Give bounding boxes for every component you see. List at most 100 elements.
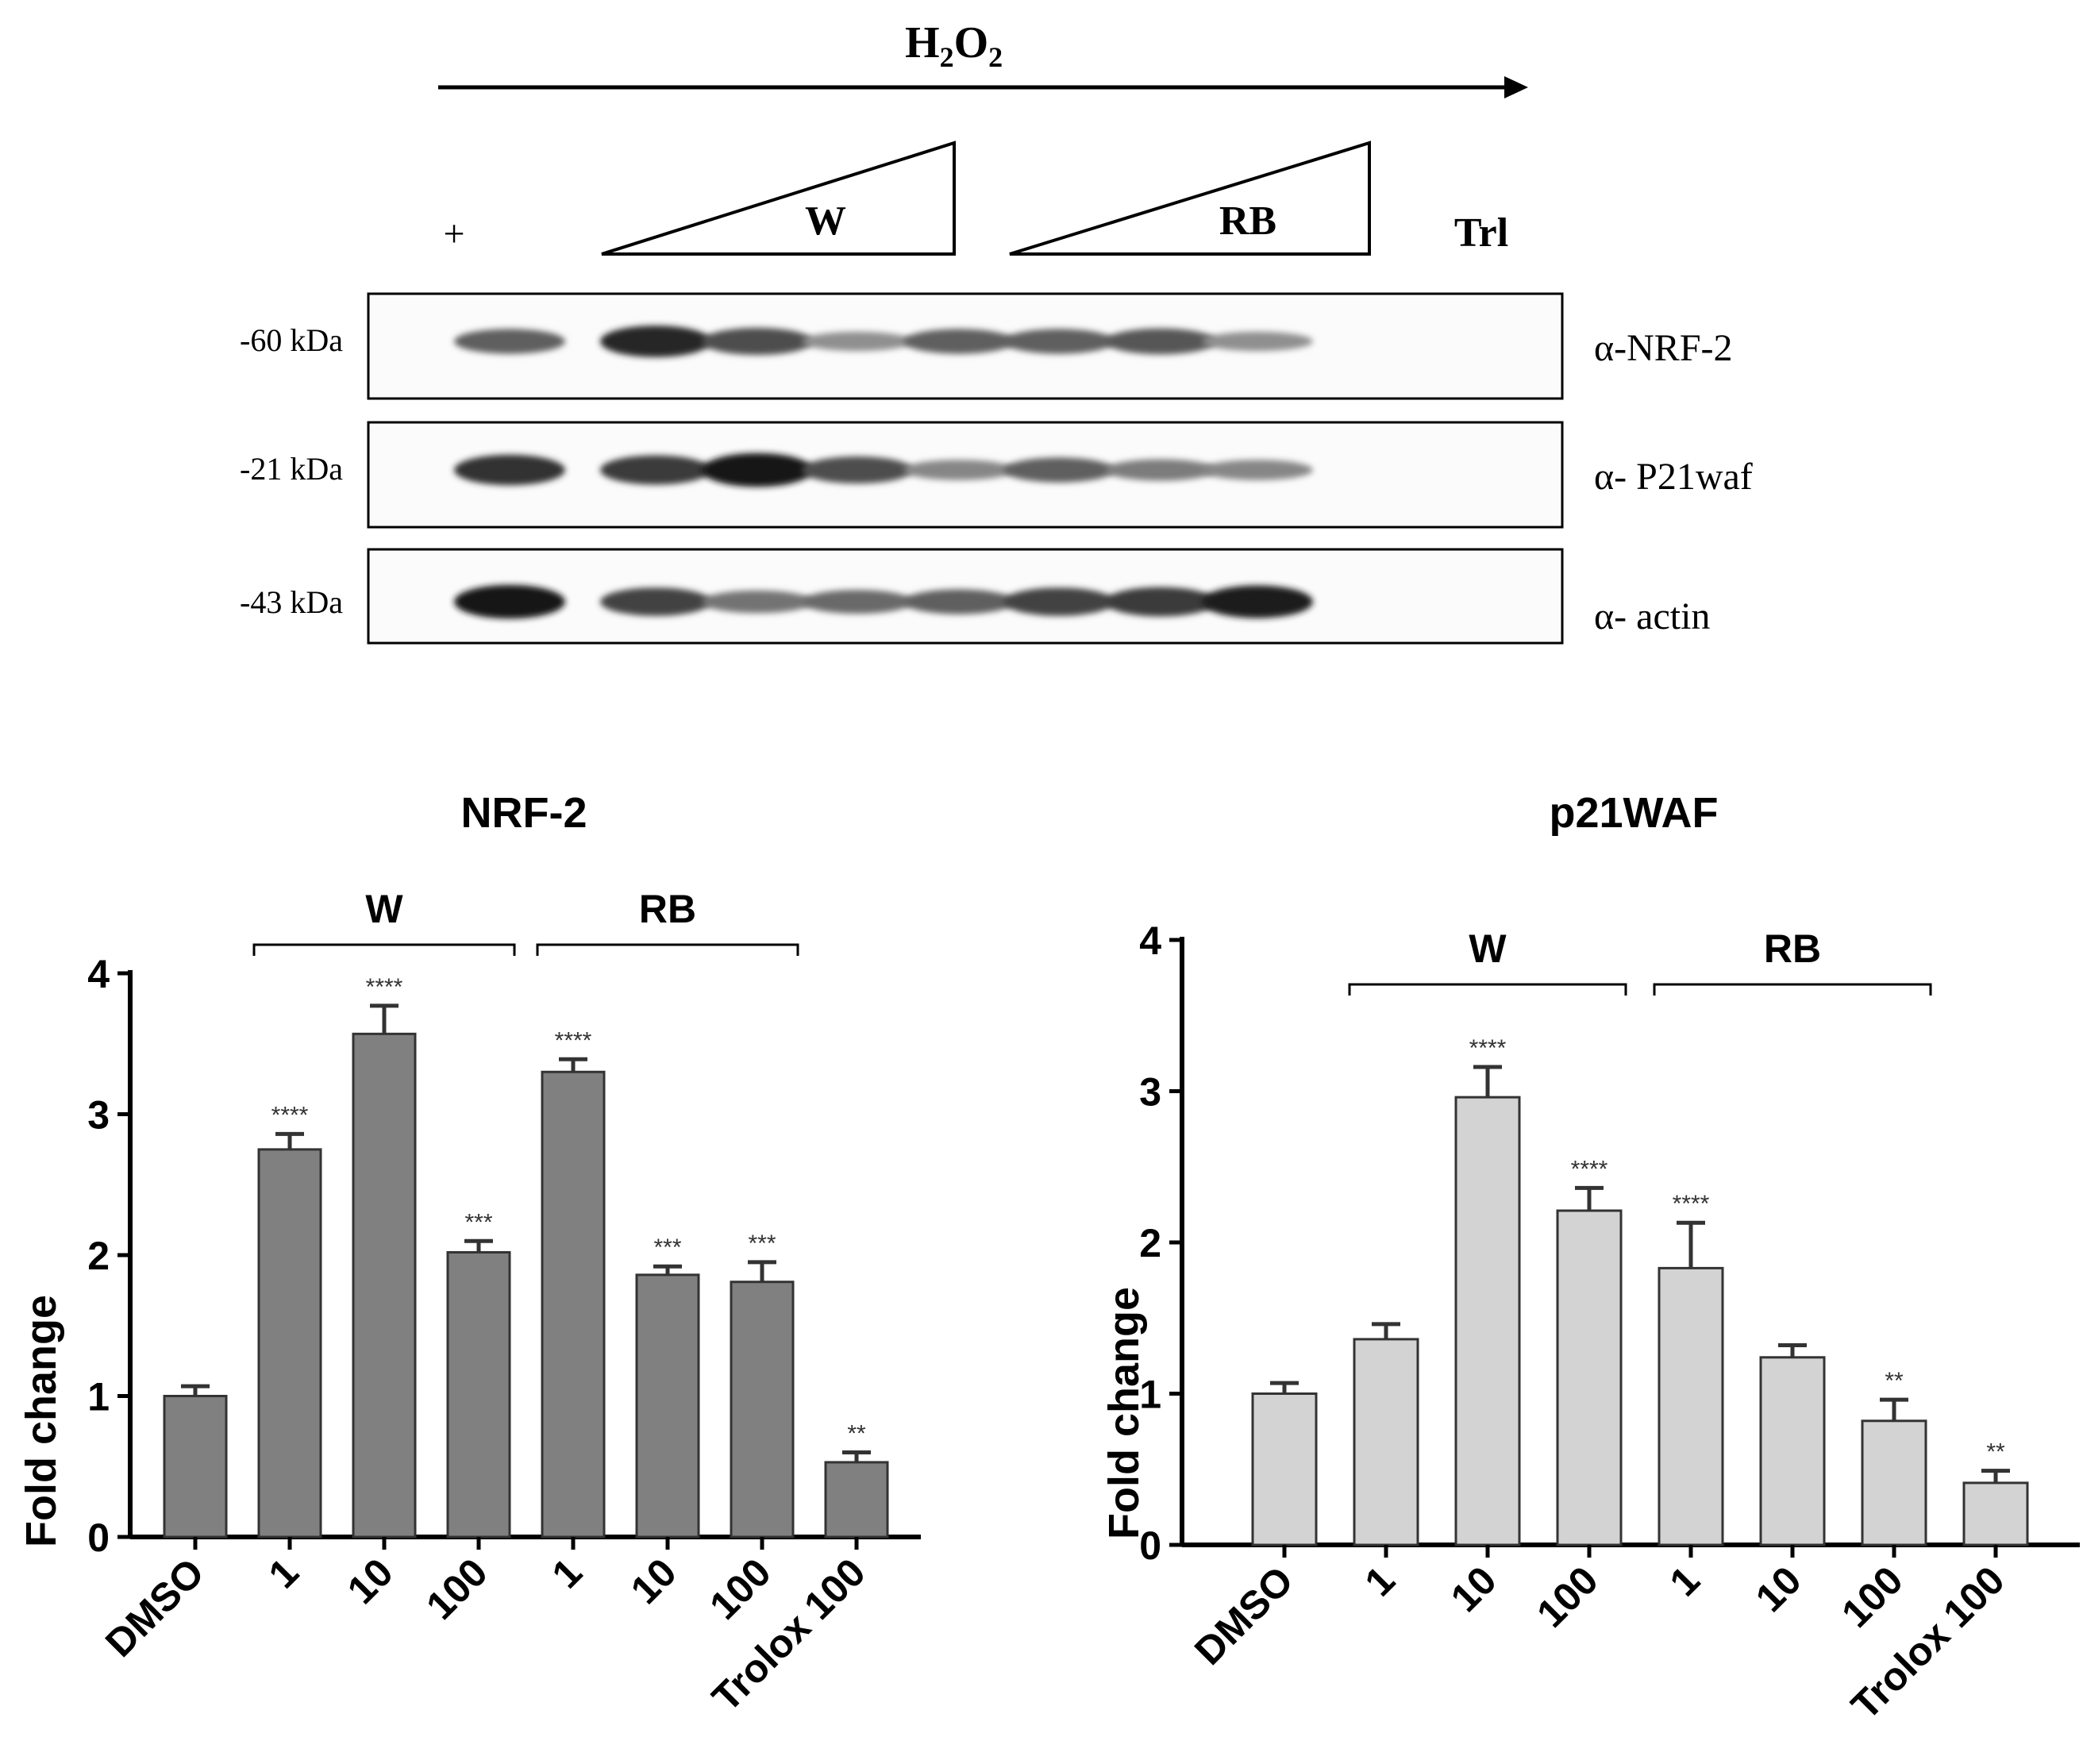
- bar: [1454, 1096, 1521, 1546]
- x-tick-label: DMSO: [97, 1550, 213, 1666]
- group-label: RB: [1764, 926, 1821, 971]
- w-gradient-triangle: [601, 141, 956, 256]
- rb-group-label: RB: [1219, 198, 1276, 244]
- significance-label: ****: [366, 974, 403, 1000]
- significance-label: **: [1986, 1439, 2005, 1466]
- x-tick-label: 100: [1833, 1558, 1912, 1636]
- trl-group-label: Trl: [1454, 210, 1508, 256]
- western-blot-panel: H2O2 + W RB Trl -60 kDa α-NRF-2-21 kDa α- …: [240, 18, 1753, 645]
- treatment-o: O: [954, 18, 989, 67]
- x-tick-label: 1: [260, 1550, 307, 1596]
- bar: [635, 1273, 700, 1539]
- antibody-label: α- actin: [1594, 595, 1710, 637]
- chart-title: p21WAF: [1549, 789, 1718, 837]
- bar: [446, 1250, 511, 1539]
- treatment-sub1: 2: [940, 41, 954, 73]
- significance-label: ***: [464, 1209, 492, 1235]
- group-bracket: [252, 943, 516, 956]
- x-tick-label: 1: [544, 1550, 591, 1596]
- bar: [1759, 1356, 1826, 1546]
- bar: [1861, 1419, 1927, 1546]
- x-tick-label: 10: [1747, 1558, 1810, 1620]
- blot-band: [1003, 329, 1115, 354]
- bar: [1251, 1392, 1318, 1546]
- blot-band: [1003, 457, 1115, 483]
- y-tick-label: 4: [1139, 919, 1161, 963]
- molecular-weight-label: -21 kDa: [240, 451, 343, 487]
- significance-label: ****: [271, 1102, 309, 1128]
- blot-band: [802, 590, 913, 614]
- y-tick-label: 3: [1139, 1070, 1161, 1115]
- lane-plus-label: +: [443, 213, 464, 255]
- blot-band: [903, 460, 1015, 480]
- blot-band: [903, 589, 1015, 614]
- significance-label: ****: [1469, 1035, 1507, 1061]
- blot-band: [600, 587, 711, 616]
- blot-band: [600, 455, 711, 485]
- y-tick-label: 2: [1139, 1221, 1161, 1265]
- blot-band: [1105, 328, 1216, 355]
- y-tick-label: 1: [1139, 1373, 1161, 1417]
- group-bracket: [1348, 983, 1627, 996]
- y-tick-label: 2: [87, 1234, 110, 1278]
- molecular-weight-label: -43 kDa: [240, 584, 343, 620]
- x-tick-label: 100: [1528, 1558, 1607, 1636]
- y-tick-label: 4: [87, 952, 110, 996]
- bar: [163, 1395, 228, 1539]
- bar: [1962, 1481, 2029, 1546]
- plot-area: 0 1 2 3 4 DMSO **** 1 **** 10 *** 100 **** 1 *** 10 *** 1…: [87, 887, 921, 1720]
- treatment-h: H: [905, 18, 940, 67]
- x-tick-label: 1: [1661, 1558, 1708, 1604]
- chart-nrf2: NRF-2 Fold change 0 1 2 3 4 DMSO **** 1 **** 10 **…: [17, 789, 921, 1720]
- x-tick-label: 1: [1357, 1558, 1403, 1604]
- blot-band: [1202, 331, 1313, 352]
- blot-band: [600, 325, 711, 357]
- antibody-label: α- P21waf: [1594, 456, 1753, 498]
- blot-row: -60 kDa α-NRF-2: [240, 292, 1733, 400]
- bar: [730, 1281, 795, 1539]
- treatment-sub2: 2: [988, 41, 1003, 73]
- blot-band: [1202, 585, 1313, 618]
- group-label: W: [365, 887, 403, 931]
- rb-gradient-triangle: [1009, 141, 1371, 256]
- blot-band: [802, 456, 913, 484]
- blot-band: [702, 453, 813, 487]
- x-tick-label: 10: [1442, 1558, 1505, 1620]
- y-tick-label: 0: [1139, 1523, 1161, 1568]
- treatment-label: H2O2: [905, 18, 1003, 73]
- significance-label: ***: [748, 1231, 776, 1257]
- blot-band: [1202, 460, 1313, 480]
- x-tick-label: 10: [622, 1550, 685, 1612]
- bar: [352, 1032, 417, 1539]
- blot-band: [454, 584, 565, 619]
- blot-rows: -60 kDa α-NRF-2 -21 kDa α- P21waf -43 kDa α- …: [240, 292, 1753, 645]
- significance-label: ***: [653, 1234, 681, 1261]
- y-axis-label: Fold change: [17, 1295, 65, 1547]
- bar: [824, 1461, 889, 1539]
- x-tick-label: 100: [418, 1550, 496, 1628]
- significance-label: ****: [1673, 1191, 1710, 1217]
- group-label: W: [1469, 926, 1507, 971]
- y-tick-label: 0: [87, 1516, 110, 1560]
- blot-band: [802, 331, 913, 352]
- blot-band: [1003, 587, 1115, 616]
- bar: [1353, 1338, 1419, 1546]
- bar: [257, 1148, 322, 1539]
- x-tick-label: 10: [339, 1550, 402, 1612]
- blot-band: [454, 454, 565, 486]
- bar: [1556, 1209, 1623, 1546]
- significance-label: **: [1885, 1368, 1904, 1394]
- blot-row: -21 kDa α- P21waf: [240, 421, 1753, 529]
- antibody-label: α-NRF-2: [1594, 327, 1733, 369]
- w-group-label: W: [805, 198, 846, 244]
- blot-band: [1105, 587, 1216, 617]
- x-tick-label: DMSO: [1186, 1558, 1302, 1673]
- group-bracket: [536, 943, 799, 956]
- chart-title: NRF-2: [461, 789, 587, 837]
- significance-label: **: [847, 1421, 866, 1447]
- bar: [1658, 1266, 1724, 1546]
- significance-label: ****: [555, 1027, 592, 1053]
